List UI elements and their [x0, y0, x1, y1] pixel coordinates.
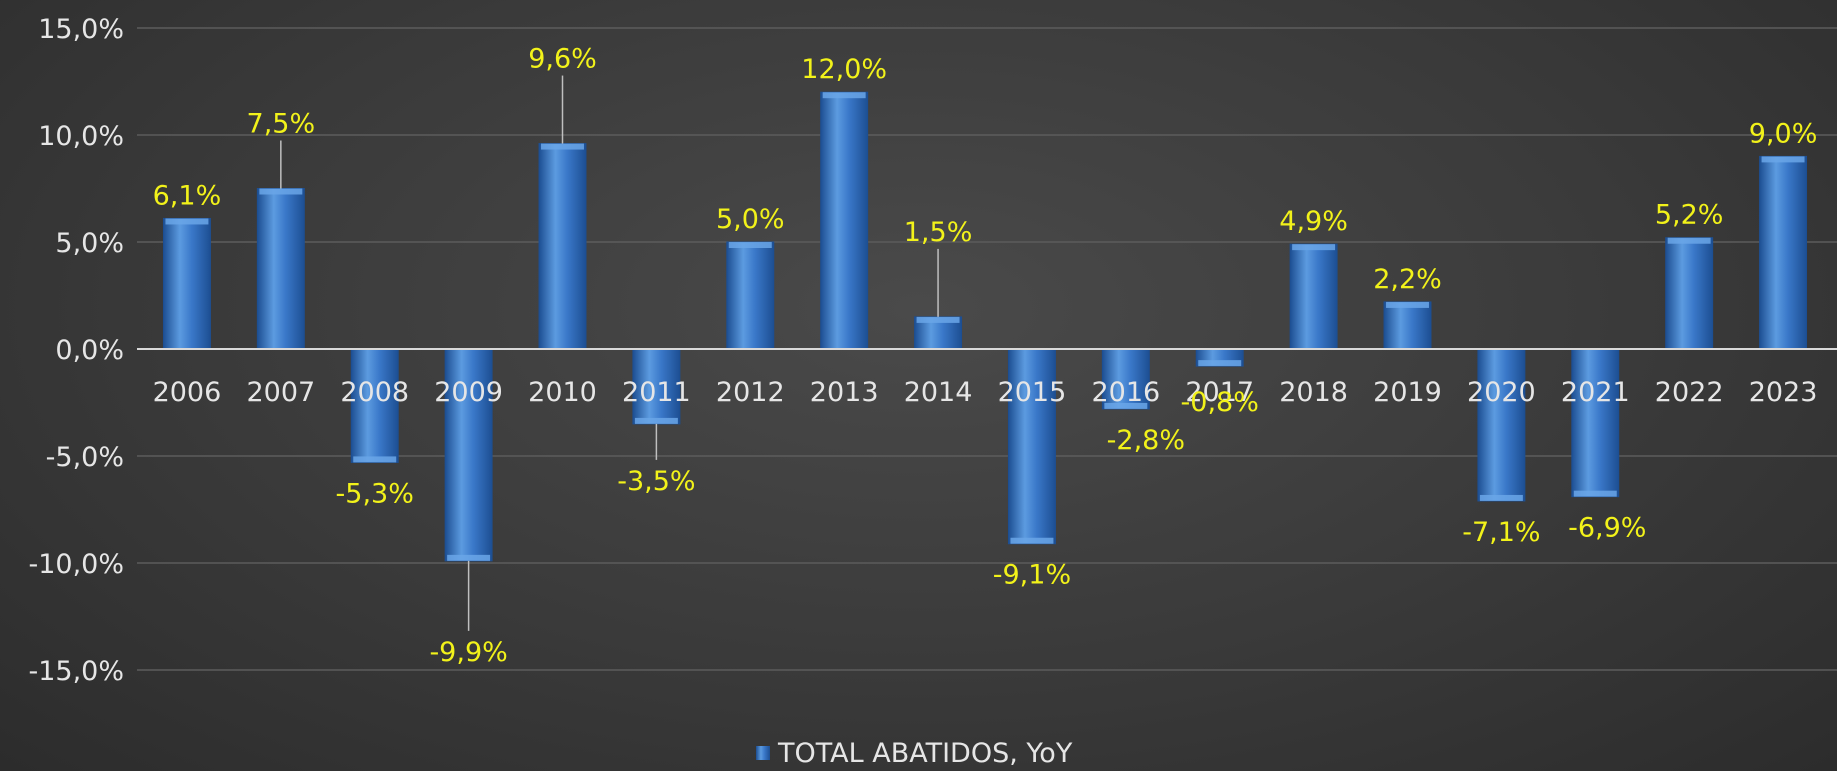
bar-2018 [1289, 243, 1338, 350]
bar-2019 [1383, 301, 1432, 350]
bar-2009 [444, 348, 493, 562]
data-label: 12,0% [801, 54, 887, 85]
x-tick-label: 2019 [1373, 377, 1442, 408]
data-label: 5,0% [716, 204, 785, 235]
bar-cap [822, 92, 866, 99]
data-label: -2,8% [1107, 425, 1185, 456]
data-label: -9,1% [993, 560, 1071, 591]
data-label: 9,0% [1749, 118, 1818, 149]
bar-cap [165, 218, 209, 225]
bar-2015 [1007, 348, 1056, 545]
legend-swatch-icon [756, 746, 770, 760]
bars [162, 91, 1808, 562]
data-labels: 6,1% 7,5% -5,3% -9,9% 9,6% -3,5% 5,0% 12,0% 1,5%… [153, 44, 1818, 668]
bar-2022 [1665, 237, 1714, 350]
y-tick-label: 5,0% [55, 228, 124, 259]
bar-cap [1386, 301, 1429, 308]
bar-cap [353, 456, 397, 463]
legend: TOTAL ABATIDOS, YoY [756, 738, 1073, 769]
data-label: 4,9% [1279, 206, 1348, 237]
bar-2012 [726, 241, 775, 350]
x-tick-label: 2021 [1561, 377, 1630, 408]
bar-cap [1667, 237, 1711, 244]
data-label: -9,9% [429, 637, 507, 668]
data-label: 2,2% [1373, 264, 1442, 295]
y-axis-ticks: 15,0% 10,0% 5,0% 0,0% -5,0% -10,0% -15,0% [28, 14, 124, 687]
bar-cap [634, 417, 678, 424]
bar-cap [447, 554, 491, 561]
legend-label: TOTAL ABATIDOS, YoY [777, 738, 1073, 769]
y-tick-label: 15,0% [38, 14, 124, 45]
bar-cap [259, 188, 303, 195]
x-tick-label: 2007 [246, 377, 315, 408]
x-tick-label: 2013 [810, 377, 879, 408]
x-tick-label: 2008 [340, 377, 409, 408]
data-label: 9,6% [528, 44, 597, 75]
x-tick-label: 2014 [904, 377, 973, 408]
bar-2007 [256, 188, 305, 350]
x-tick-label: 2016 [1091, 377, 1160, 408]
x-axis-ticks: 2006 2007 2008 2009 2010 2011 2012 2013 2014 2015… [153, 377, 1818, 408]
bar-cap [1761, 156, 1805, 163]
bar-2021 [1571, 348, 1620, 498]
bar-2023 [1759, 155, 1808, 350]
bar-2013 [820, 91, 869, 350]
x-tick-label: 2022 [1655, 377, 1724, 408]
data-label: -0,8% [1181, 387, 1259, 418]
bar-cap [1010, 537, 1054, 544]
bar-cap [1292, 244, 1336, 251]
bar-cap [1198, 360, 1242, 367]
x-tick-label: 2010 [528, 377, 597, 408]
x-tick-label: 2012 [716, 377, 785, 408]
bar-cap [728, 242, 772, 248]
label-leader-lines [280, 75, 939, 631]
data-label: -7,1% [1462, 517, 1540, 548]
x-tick-label: 2006 [153, 377, 222, 408]
data-label: -3,5% [617, 466, 695, 497]
bar-cap [1479, 494, 1523, 501]
bar-cap [916, 316, 960, 323]
data-label: 7,5% [247, 109, 316, 140]
x-tick-label: 2020 [1467, 377, 1536, 408]
x-tick-label: 2009 [434, 377, 503, 408]
bar-2006 [162, 217, 211, 350]
x-tick-label: 2011 [622, 377, 691, 408]
y-tick-label: -5,0% [46, 442, 124, 473]
data-label: -5,3% [336, 478, 414, 509]
data-label: -6,9% [1568, 513, 1646, 544]
x-tick-label: 2015 [998, 377, 1067, 408]
bar-2011 [632, 348, 681, 425]
data-label: 1,5% [904, 217, 973, 248]
data-label: 6,1% [153, 180, 222, 211]
bar-2020 [1477, 348, 1526, 502]
bar-cap [541, 143, 584, 150]
bar-cap [1573, 490, 1617, 497]
y-tick-label: -15,0% [28, 656, 124, 687]
y-tick-label: -10,0% [28, 549, 124, 580]
bar-2010 [538, 143, 587, 350]
data-label: 5,2% [1655, 200, 1724, 231]
y-tick-label: 10,0% [38, 121, 124, 152]
x-tick-label: 2018 [1279, 377, 1348, 408]
bar-cap [1104, 402, 1148, 409]
x-tick-label: 2023 [1749, 377, 1818, 408]
y-tick-label: 0,0% [55, 335, 124, 366]
x-tick-label: 2017 [1185, 377, 1254, 408]
